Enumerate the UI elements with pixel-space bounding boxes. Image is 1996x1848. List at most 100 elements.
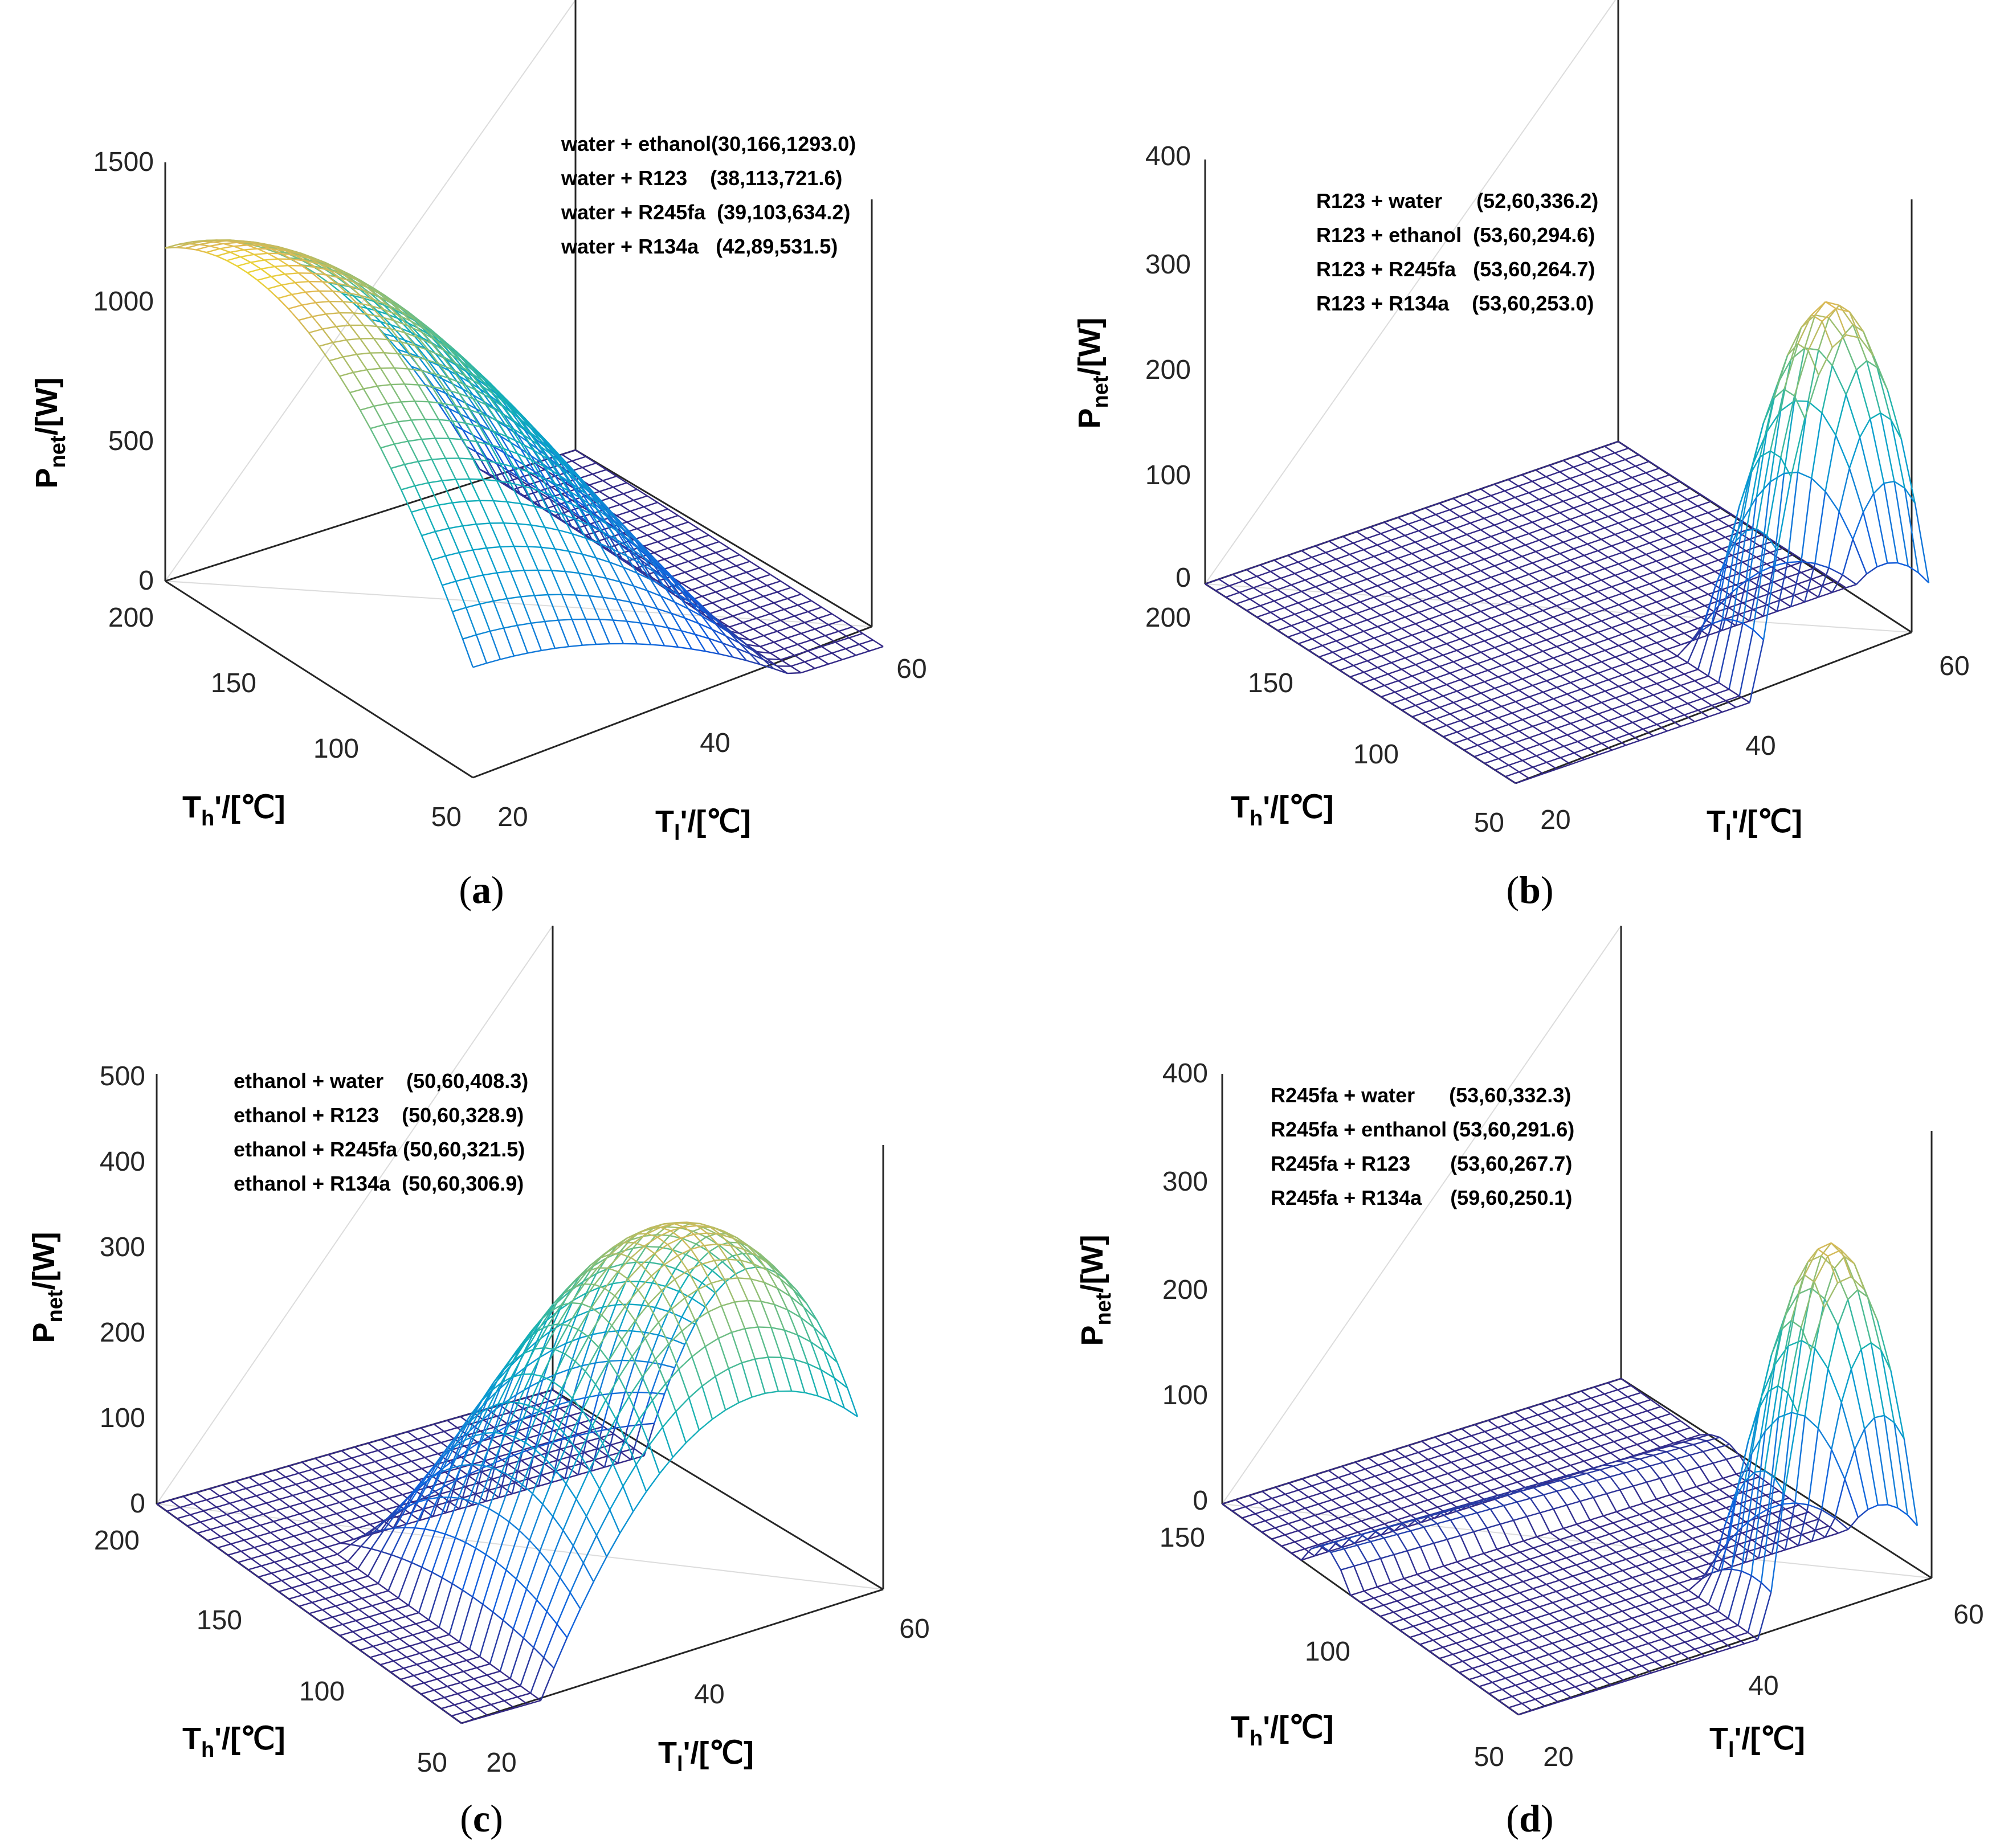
panel-c-mesh-line — [426, 1667, 440, 1673]
panel-a-mesh-line — [606, 577, 621, 583]
panel-b-mesh-line — [1336, 558, 1347, 567]
panel-a-mesh-line — [824, 635, 836, 643]
panel-a-mesh-line — [428, 401, 443, 404]
panel-b-mesh-line — [1356, 567, 1371, 574]
panel-b-mesh-line — [1425, 665, 1440, 672]
panel-c-mesh-line — [547, 1305, 562, 1327]
panel-c-mesh-line — [430, 1430, 444, 1436]
panel-a-mesh-line — [582, 643, 597, 646]
panel-b-mesh-line — [1597, 586, 1612, 592]
panel-c-mesh-line — [500, 1441, 515, 1447]
panel-b-mesh-line — [1546, 675, 1561, 682]
panel-b-mesh-line — [1277, 629, 1288, 638]
panel-c-mesh-line — [385, 1464, 399, 1470]
panel-a-mesh-line — [387, 304, 398, 316]
panel-a-mesh-line — [298, 316, 313, 321]
panel-b-mesh-line — [1246, 564, 1261, 571]
panel-a-mesh-line — [431, 459, 443, 481]
panel-b-mesh-line — [1495, 764, 1509, 771]
panel-c-mesh-line — [511, 1352, 525, 1378]
panel-b-mesh-line — [1601, 742, 1613, 751]
panel-b-z-tick: 0 — [1175, 563, 1191, 593]
panel-a-mesh-line — [550, 494, 563, 514]
panel-a-mesh-line — [729, 632, 740, 644]
panel-b-mesh-line — [1301, 631, 1313, 640]
panel-b-mesh-line — [1622, 710, 1636, 717]
panel-a-mesh-line — [671, 537, 682, 545]
panel-a-mesh-line — [613, 482, 627, 488]
panel-c-mesh-line — [491, 1433, 506, 1468]
panel-a-mesh-line — [451, 502, 464, 526]
panel-a-mesh-line — [582, 553, 597, 559]
panel-a-mesh-line — [575, 524, 590, 530]
panel-b-mesh-line — [1383, 557, 1398, 564]
panel-a-mesh-line — [790, 661, 805, 667]
panel-c-mesh-line — [217, 1547, 228, 1556]
panel-c-mesh-line — [451, 1465, 462, 1469]
panel-b-mesh-line — [1329, 617, 1344, 624]
panel-c-mesh-line — [258, 1572, 272, 1578]
panel-a-mesh-line — [267, 252, 279, 260]
panel-a-mesh-line — [640, 563, 655, 573]
panel-c-mesh-line — [507, 1374, 523, 1403]
panel-a-mesh-line — [677, 514, 689, 523]
panel-c-mesh-line — [324, 1553, 338, 1559]
panel-a-mesh-line — [496, 480, 511, 484]
panel-a-mesh-line — [705, 580, 720, 586]
panel-a-mesh-line — [643, 501, 658, 508]
panel-a-mesh-line — [547, 594, 560, 621]
panel-c-mesh-line — [206, 1495, 220, 1501]
panel-a-mesh-line — [435, 339, 450, 350]
panel-b-mesh-line — [1491, 531, 1505, 537]
panel-b-mesh-line — [1477, 577, 1492, 583]
panel-a-mesh-line — [544, 466, 556, 484]
panel-b-mesh-line — [1880, 412, 1892, 420]
panel-c-mesh-line — [538, 1482, 552, 1487]
panel-a-mesh-line — [479, 384, 491, 399]
panel-a-mesh-line — [451, 611, 464, 640]
panel-b-mesh-line — [1518, 521, 1533, 528]
panel-a-mesh-line — [493, 500, 508, 503]
panel-b-mesh-line — [1508, 520, 1519, 528]
panel-b-mesh-line — [1397, 557, 1409, 566]
panel-a-mesh-line — [554, 549, 566, 572]
panel-a-mesh-line — [482, 479, 495, 501]
panel-c-mesh-line — [489, 1620, 504, 1665]
panel-b-mesh-line — [1401, 541, 1416, 548]
panel-b-mesh-line — [1480, 611, 1492, 619]
panel-b-mesh-line — [1845, 394, 1861, 438]
panel-b-mesh-line — [1294, 614, 1306, 622]
panel-b-mesh-line — [1480, 483, 1495, 490]
panel-c-mesh-line — [200, 1518, 214, 1523]
panel-a-mesh-line — [417, 461, 430, 484]
panel-b-mesh-line — [1287, 631, 1302, 638]
panel-b-mesh-line — [1529, 732, 1544, 739]
panel-b-mesh-line — [1566, 530, 1578, 538]
panel-b-mesh-line — [1622, 669, 1636, 676]
panel-b-mesh-line — [1559, 471, 1571, 480]
panel-a-mesh-line — [489, 631, 501, 660]
panel-b-mesh-line — [1319, 656, 1330, 665]
panel-a-mesh-line — [465, 607, 477, 635]
panel-b-mesh-line — [1463, 500, 1477, 506]
panel-b-mesh-line — [1873, 483, 1885, 494]
panel-b-mesh-line — [1721, 541, 1737, 620]
panel-b-mesh-line — [1487, 542, 1502, 549]
panel-c-mesh-line — [364, 1453, 375, 1462]
panel-a-mesh-line — [869, 645, 884, 652]
panel-a-mesh-line — [444, 458, 457, 480]
panel-b-mesh-line — [1649, 501, 1660, 510]
panel-c-mesh-line — [346, 1520, 357, 1529]
panel-b-mesh-line — [1428, 659, 1440, 668]
panel-b-mesh-line — [1332, 611, 1344, 619]
panel-a-mesh-line — [315, 302, 326, 315]
panel-c-mesh-line — [276, 1506, 290, 1511]
panel-a-mesh-line — [838, 626, 853, 632]
panel-a-mesh-line — [561, 468, 576, 480]
panel-a-mesh-line — [308, 332, 320, 347]
panel-c-mesh-line — [483, 1682, 497, 1687]
panel-c-mesh-line — [361, 1465, 373, 1474]
panel-a-mesh-line — [513, 652, 528, 657]
panel-a-mesh-line — [520, 462, 535, 468]
panel-a-mesh-line — [568, 473, 583, 494]
